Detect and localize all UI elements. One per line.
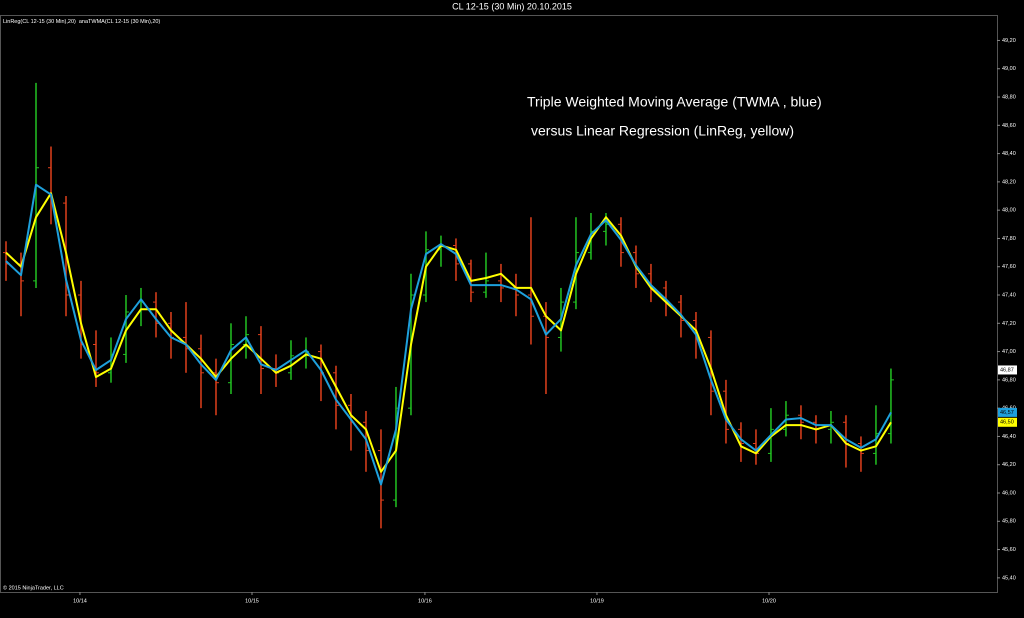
x-tick-label: 10/15 — [245, 598, 259, 604]
y-tick-label: 47,40 — [1002, 292, 1016, 298]
annotation: Triple Weighted Moving Average (TWMA , b… — [527, 94, 822, 110]
y-tick-label: 45,60 — [1002, 547, 1016, 553]
y-tick-label: 48,20 — [1002, 179, 1016, 185]
y-tick-label: 46,80 — [1002, 377, 1016, 383]
indicator-line — [5, 183, 892, 486]
y-tick-label: 45,80 — [1002, 519, 1016, 525]
y-tick-label: 47,60 — [1002, 264, 1016, 270]
x-tick-label: 10/14 — [73, 598, 87, 604]
legend-entry: LinReg(CL 12-15 (30 Min),20) — [3, 19, 76, 25]
price-marker-label: 46,50 — [1000, 420, 1014, 426]
y-tick-label: 49,20 — [1002, 38, 1016, 44]
y-tick-label: 48,80 — [1002, 94, 1016, 100]
y-tick-label: 47,80 — [1002, 236, 1016, 242]
copyright: © 2015 NinjaTrader, LLC — [3, 584, 64, 591]
y-tick-label: 47,00 — [1002, 349, 1016, 355]
y-tick-label: 46,40 — [1002, 434, 1016, 440]
y-tick-label: 48,00 — [1002, 208, 1016, 214]
price-marker-label: 46,87 — [1000, 367, 1014, 373]
x-tick-label: 10/20 — [762, 598, 776, 604]
plot-frame — [0, 15, 998, 593]
y-tick-label: 47,20 — [1002, 321, 1016, 327]
y-tick-label: 49,00 — [1002, 66, 1016, 72]
y-tick-label: 46,20 — [1002, 462, 1016, 468]
annotation: versus Linear Regression (LinReg, yellow… — [531, 123, 794, 139]
price-marker — [998, 365, 1017, 375]
chart-title: CL 12-15 (30 Min) 20.10.2015 — [452, 1, 572, 11]
legend: LinReg(CL 12-15 (30 Min),20) anaTWMA(CL 1… — [3, 19, 160, 25]
y-tick-label: 48,60 — [1002, 123, 1016, 129]
x-tick-label: 10/19 — [590, 598, 604, 604]
legend-entry: anaTWMA(CL 12-15 (30 Min),20) — [79, 19, 161, 25]
indicator-line — [5, 192, 892, 473]
x-tick-label: 10/16 — [418, 598, 432, 604]
y-tick-label: 48,40 — [1002, 151, 1016, 157]
y-tick-label: 46,00 — [1002, 490, 1016, 496]
y-tick-label: 45,40 — [1002, 575, 1016, 581]
price-marker — [998, 417, 1017, 427]
price-marker-label: 46,57 — [1000, 410, 1014, 416]
price-marker — [998, 407, 1017, 417]
